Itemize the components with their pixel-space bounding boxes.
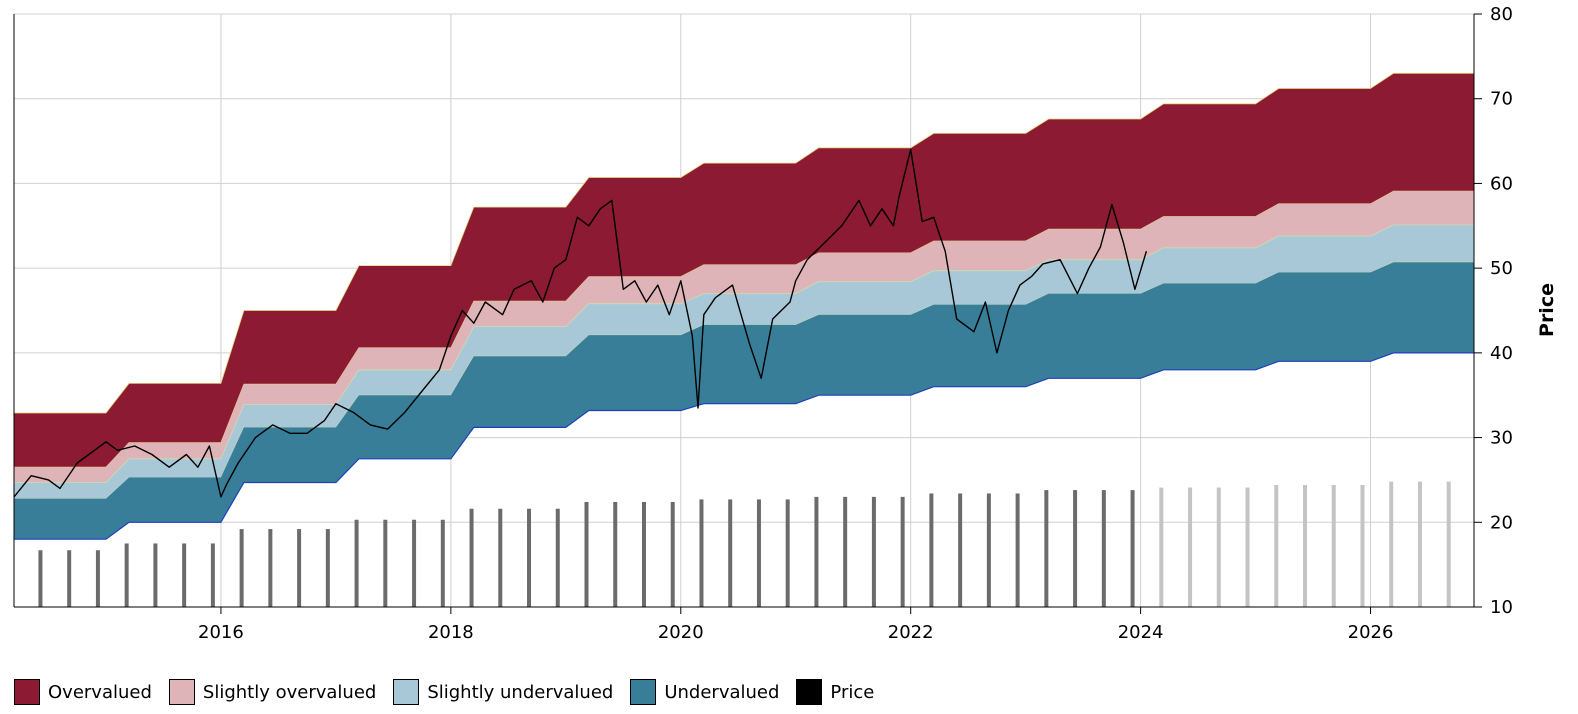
bar-forecast [1245,487,1250,607]
legend-swatch-slightly-undervalued [393,679,420,705]
bar-actual [268,529,273,607]
bar-actual [354,519,359,607]
y-tick-label: 30 [1490,428,1513,449]
bar-actual [785,499,790,607]
bar-actual [843,496,848,607]
legend-label-slightly-undervalued: Slightly undervalued [427,681,614,703]
legend-label-slightly-overvalued: Slightly overvalued [202,681,377,703]
legend-swatch-price [796,679,823,705]
bar-actual [440,519,445,607]
x-tick-label: 2026 [1348,622,1394,643]
bar-actual [929,493,934,607]
x-tick-label: 2022 [888,622,934,643]
bar-actual [555,508,560,607]
y-tick-label: 60 [1490,173,1513,194]
axes: 10 20 30 40 50 60 70 80 2016 2018 2020 2022 2024 2026 [13,4,1513,643]
bar-actual [153,543,158,607]
bar-actual [699,499,704,607]
price-series [13,148,1148,498]
legend-label-price: Price [830,681,875,703]
bar-forecast [1188,487,1193,607]
bar-actual [182,543,187,607]
bar-forecast [1446,481,1451,607]
bar-actual [1044,490,1049,607]
bar-actual [871,496,876,607]
legend-item-slightly-overvalued: Slightly overvalued [168,679,377,705]
valuation-bands [13,72,1475,540]
y-tick-label: 50 [1490,258,1513,279]
bar-actual [756,499,761,607]
bar-actual [584,501,589,607]
legend-item-overvalued: Overvalued [14,679,152,705]
bar-forecast [1331,485,1336,607]
bar-actual [210,543,215,607]
bar-actual [469,508,474,607]
bar-actual [527,508,532,607]
legend-label-undervalued: Undervalued [664,681,780,703]
y-axis-title: Price [1536,283,1558,337]
bar-forecast [1417,481,1422,607]
bar-actual [958,493,963,607]
bar-actual [814,496,819,607]
bar-actual [38,550,43,607]
bar-forecast [1274,485,1279,607]
bar-actual [670,501,675,607]
band-slightly-overvalued [14,191,1474,483]
legend: Overvalued Slightly overvalued Slightly … [14,678,891,706]
legend-item-slightly-undervalued: Slightly undervalued [393,679,613,705]
bar-actual [124,543,129,607]
bar-actual [498,508,503,607]
bar-actual [67,550,72,607]
bar-actual [297,529,302,607]
bar-actual [1073,490,1078,607]
bar-forecast [1389,481,1394,607]
x-tick-label: 2024 [1118,622,1164,643]
band-undervalued [14,262,1474,540]
y-tick-label: 70 [1490,89,1513,110]
bar-actual [641,501,646,607]
bar-forecast [1159,487,1164,607]
bar-actual [900,496,905,607]
bar-actual [412,519,417,607]
legend-swatch-overvalued [14,679,40,705]
x-tick-label: 2016 [198,622,244,643]
y-tick-label: 80 [1490,4,1513,25]
bar-series [38,481,1451,607]
price-line [13,148,1148,498]
bar-forecast [1303,485,1308,607]
y-tick-label: 40 [1490,343,1513,364]
bar-actual [239,529,244,607]
legend-label-overvalued: Overvalued [48,681,152,703]
bar-actual [325,529,330,607]
legend-item-undervalued: Undervalued [630,679,779,705]
bar-actual [1101,490,1106,607]
legend-swatch-undervalued [630,679,657,705]
bar-actual [1015,493,1020,607]
band-lower-boundary [14,352,1474,540]
y-tick-label: 10 [1490,597,1513,618]
x-tick-label: 2020 [658,622,704,643]
bar-actual [986,493,991,607]
bar-actual [728,499,733,607]
bar-forecast [1216,487,1221,607]
bar-forecast [1360,485,1365,607]
bar-actual [613,501,618,607]
bar-actual [95,550,100,607]
y-tick-label: 20 [1490,512,1513,533]
legend-swatch-slightly-overvalued [168,679,195,705]
bar-actual [383,519,388,607]
legend-item-price: Price [796,679,874,705]
x-tick-label: 2018 [428,622,474,643]
bar-actual [1130,490,1135,607]
